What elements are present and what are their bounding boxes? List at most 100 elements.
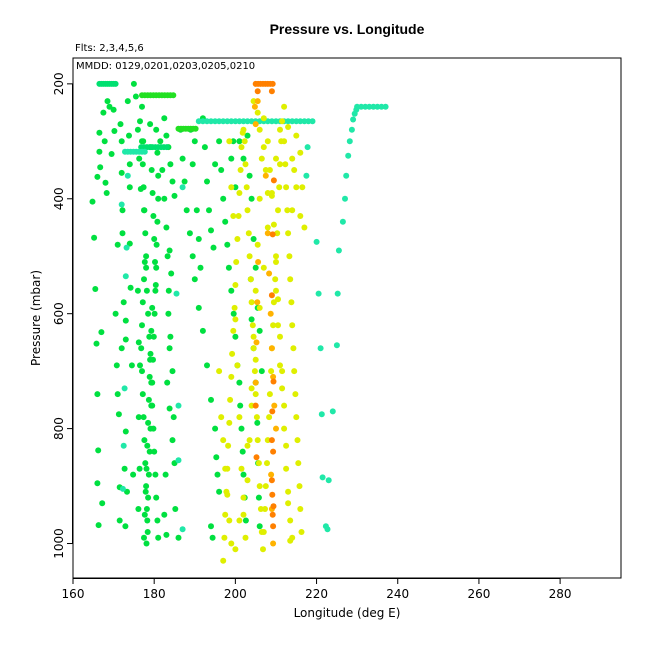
data-point	[272, 276, 279, 283]
data-point	[181, 178, 188, 185]
data-point	[250, 98, 257, 105]
data-point	[296, 483, 303, 490]
data-point	[139, 103, 145, 110]
data-point	[122, 428, 129, 435]
data-point	[145, 310, 152, 317]
flights-annotation: Flts: 2,3,4,5,6	[75, 43, 144, 54]
data-point	[238, 144, 245, 151]
data-point	[191, 138, 198, 145]
data-point	[262, 483, 269, 490]
data-point	[144, 529, 151, 535]
data-point	[141, 534, 147, 541]
data-point	[281, 138, 288, 145]
data-point	[122, 317, 129, 324]
data-point	[273, 155, 279, 162]
data-point	[237, 402, 244, 409]
data-point	[354, 103, 361, 110]
data-point	[293, 414, 300, 421]
data-point	[155, 195, 162, 202]
data-point	[193, 207, 200, 214]
data-point	[144, 442, 151, 449]
data-point	[166, 345, 173, 352]
data-point	[319, 474, 326, 481]
data-point	[89, 198, 96, 205]
data-point	[236, 138, 243, 145]
data-point	[266, 414, 273, 421]
data-point	[236, 190, 243, 196]
data-point	[148, 327, 155, 334]
data-point	[298, 529, 305, 535]
data-point	[212, 425, 219, 432]
data-point	[151, 236, 158, 242]
data-point	[276, 184, 283, 191]
data-point	[252, 264, 259, 271]
data-point	[154, 517, 161, 524]
data-point	[285, 500, 292, 507]
data-point	[343, 172, 350, 179]
data-point	[165, 310, 172, 317]
data-point	[145, 494, 152, 501]
data-point	[139, 138, 145, 145]
data-point	[191, 276, 198, 283]
data-point	[289, 155, 296, 162]
data-point	[114, 391, 121, 398]
data-point	[222, 511, 229, 518]
data-point	[232, 316, 239, 323]
data-point	[260, 529, 267, 535]
data-point	[141, 511, 148, 518]
data-point	[287, 276, 294, 283]
data-point	[256, 327, 263, 334]
data-point	[122, 523, 129, 530]
data-point	[254, 88, 261, 95]
data-point	[164, 379, 171, 386]
data-point	[358, 103, 365, 110]
data-point	[339, 218, 346, 225]
data-point	[229, 350, 236, 357]
data-point	[270, 378, 277, 385]
data-point	[159, 167, 166, 173]
data-point	[102, 179, 109, 186]
data-point	[295, 460, 302, 467]
data-point	[262, 172, 269, 179]
data-point	[175, 534, 182, 541]
data-point	[170, 92, 177, 99]
data-point	[313, 238, 320, 245]
data-point	[224, 241, 231, 248]
data-point	[255, 460, 262, 467]
data-point	[218, 414, 225, 421]
data-point	[252, 121, 259, 128]
data-point	[252, 287, 259, 294]
data-point	[293, 132, 300, 139]
data-point	[110, 106, 117, 113]
data-point	[145, 419, 152, 426]
data-point	[126, 161, 133, 168]
data-point	[216, 488, 223, 495]
dates-annotation: MMDD: 0129,0201,0203,0205,0210	[76, 61, 255, 72]
data-point	[238, 465, 245, 472]
data-point	[150, 356, 156, 363]
data-point	[139, 299, 146, 306]
data-point	[253, 454, 260, 461]
x-tick-label: 180	[143, 587, 166, 601]
data-point	[214, 471, 221, 478]
data-point	[237, 167, 244, 173]
data-point	[146, 373, 153, 380]
data-point	[264, 138, 271, 145]
data-point	[222, 465, 229, 472]
data-point	[153, 241, 160, 248]
x-tick-label: 280	[549, 587, 572, 601]
data-point	[317, 345, 324, 352]
data-point	[143, 540, 150, 547]
data-point	[236, 379, 243, 386]
data-point	[242, 517, 249, 524]
data-point	[240, 126, 247, 133]
data-point	[248, 385, 255, 392]
data-point	[256, 483, 263, 490]
data-point	[206, 207, 212, 214]
data-point	[98, 329, 105, 336]
data-point	[301, 224, 308, 231]
data-point	[239, 448, 246, 455]
data-point	[232, 333, 239, 340]
data-point	[281, 103, 288, 110]
x-tick-label: 160	[62, 587, 85, 601]
